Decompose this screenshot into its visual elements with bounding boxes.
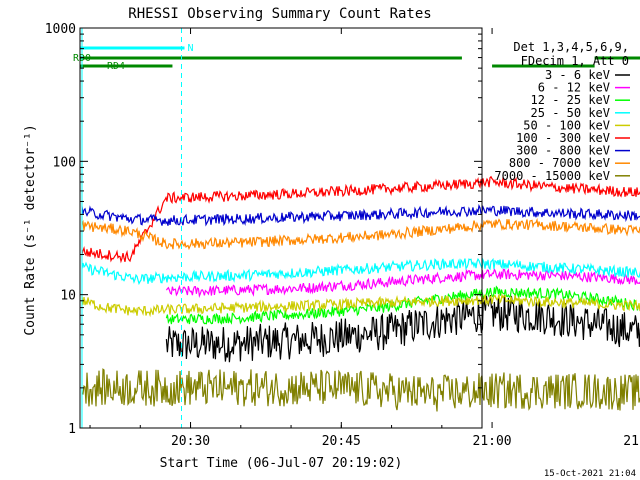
x-tick-label: 21:00 (473, 434, 512, 449)
x-tick-label: 21:15 (623, 434, 640, 449)
legend-entry-label: 300 - 800 keV (516, 144, 610, 158)
series-2 (165, 285, 640, 325)
legend-entry-label: 7000 - 15000 keV (494, 169, 610, 183)
legend-header: FDecim 1, Att 0 (521, 54, 629, 68)
rd4-label: RD4 (107, 61, 125, 72)
y-tick-label: 100 (53, 155, 76, 170)
y-tick-label: 10 (60, 289, 76, 304)
plot-frame (79, 27, 483, 429)
y-tick-label: 1000 (45, 22, 76, 37)
legend-entry-label: 12 - 25 keV (531, 93, 610, 107)
series-layer (81, 175, 640, 412)
chart-title: RHESSI Observing Summary Count Rates (128, 6, 431, 22)
legend-entry-label: 100 - 300 keV (516, 131, 610, 145)
legend-entry-label: 800 - 7000 keV (509, 156, 610, 170)
legend-entry-label: 25 - 50 keV (531, 106, 610, 120)
rd0-label: RD0 (73, 53, 91, 64)
series-1 (165, 267, 640, 299)
legend-entry-label: 50 - 100 keV (523, 118, 610, 132)
x-tick-label: 20:45 (322, 434, 361, 449)
timestamp: 15-Oct-2021 21:04 (544, 469, 636, 479)
overlay-layer: RD0RD4NS (73, 28, 640, 428)
night-label: N (187, 43, 193, 54)
x-tick-label: 20:30 (171, 434, 210, 449)
legend: Det 1,3,4,5,6,9,FDecim 1, Att 03 - 6 keV… (494, 40, 630, 183)
y-axis-label: Count Rate (s⁻¹ detector⁻¹) (23, 124, 38, 335)
series-3 (81, 257, 640, 286)
legend-entry-label: 6 - 12 keV (538, 81, 610, 95)
x-axis-label: Start Time (06-Jul-07 20:19:02) (160, 456, 403, 471)
series-6 (81, 203, 640, 227)
series-0 (165, 294, 640, 363)
series-4 (81, 293, 640, 318)
legend-entry-label: 3 - 6 keV (545, 68, 610, 82)
series-8 (81, 368, 640, 412)
legend-header: Det 1,3,4,5,6,9, (513, 40, 629, 54)
y-tick-label: 1 (68, 422, 76, 437)
series-5 (81, 175, 640, 264)
series-7 (81, 217, 640, 251)
